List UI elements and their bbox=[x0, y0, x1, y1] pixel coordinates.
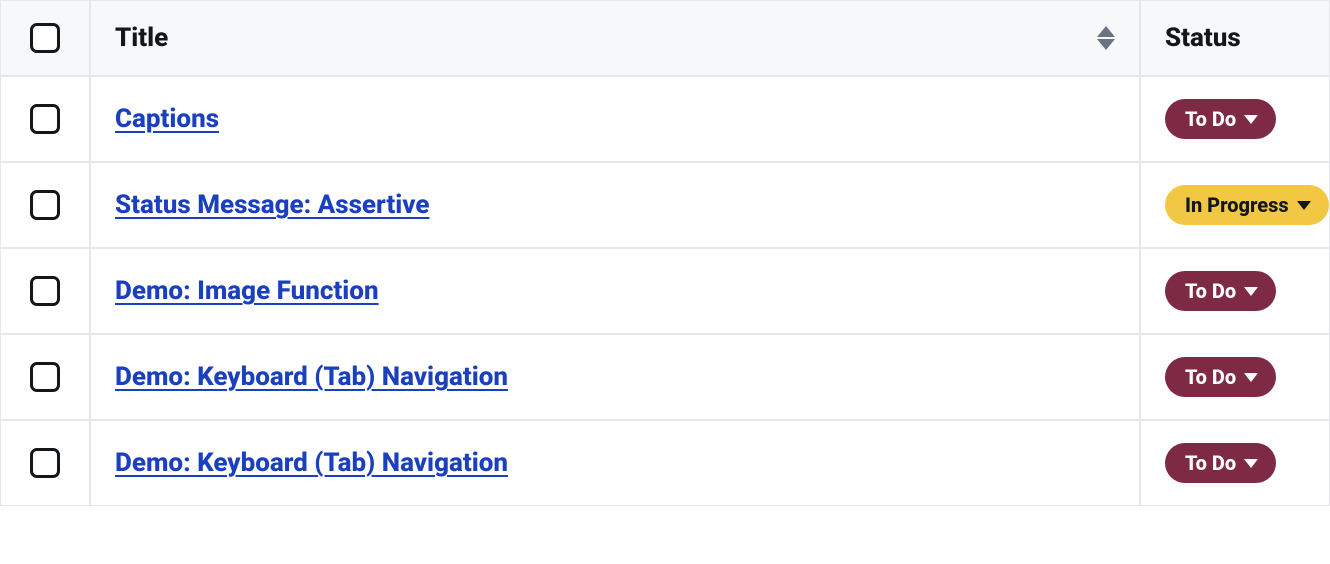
table-row: Demo: Keyboard (Tab) Navigation To Do bbox=[0, 334, 1330, 420]
row-title-link[interactable]: Demo: Keyboard (Tab) Navigation bbox=[115, 448, 508, 478]
table-row: Captions To Do bbox=[0, 76, 1330, 162]
row-title-link[interactable]: Demo: Image Function bbox=[115, 276, 379, 306]
row-checkbox[interactable] bbox=[30, 276, 60, 306]
header-status-label: Status bbox=[1165, 23, 1241, 53]
status-pill[interactable]: To Do bbox=[1165, 99, 1276, 139]
row-title-link[interactable]: Demo: Keyboard (Tab) Navigation bbox=[115, 362, 508, 392]
table-body: Captions To Do Status Message: Assertive… bbox=[0, 76, 1330, 506]
row-title-cell: Captions bbox=[90, 76, 1140, 162]
row-status-cell: To Do bbox=[1140, 76, 1330, 162]
row-select-cell bbox=[0, 334, 90, 420]
status-pill-label: In Progress bbox=[1185, 193, 1289, 217]
row-title-cell: Demo: Keyboard (Tab) Navigation bbox=[90, 334, 1140, 420]
caret-down-icon bbox=[1244, 287, 1258, 296]
caret-down-icon bbox=[1297, 201, 1311, 210]
table-row: Status Message: Assertive In Progress bbox=[0, 162, 1330, 248]
row-title-cell: Status Message: Assertive bbox=[90, 162, 1140, 248]
status-pill[interactable]: To Do bbox=[1165, 271, 1276, 311]
row-title-link[interactable]: Status Message: Assertive bbox=[115, 190, 430, 220]
row-status-cell: To Do bbox=[1140, 334, 1330, 420]
sort-icon[interactable] bbox=[1097, 26, 1115, 50]
row-status-cell: To Do bbox=[1140, 248, 1330, 334]
header-title[interactable]: Title bbox=[90, 0, 1140, 76]
status-pill-label: To Do bbox=[1185, 279, 1236, 303]
caret-down-icon bbox=[1244, 459, 1258, 468]
caret-down-icon bbox=[1244, 115, 1258, 124]
row-select-cell bbox=[0, 248, 90, 334]
row-status-cell: To Do bbox=[1140, 420, 1330, 506]
sort-desc-icon bbox=[1097, 39, 1115, 50]
status-pill-label: To Do bbox=[1185, 451, 1236, 475]
header-status[interactable]: Status bbox=[1140, 0, 1330, 76]
status-pill-label: To Do bbox=[1185, 365, 1236, 389]
row-checkbox[interactable] bbox=[30, 448, 60, 478]
row-checkbox[interactable] bbox=[30, 362, 60, 392]
sort-asc-icon bbox=[1097, 26, 1115, 37]
status-pill[interactable]: To Do bbox=[1165, 357, 1276, 397]
table-header-row: Title Status bbox=[0, 0, 1330, 76]
row-select-cell bbox=[0, 420, 90, 506]
header-title-label: Title bbox=[115, 23, 168, 53]
issues-table: Title Status Captions bbox=[0, 0, 1330, 506]
row-checkbox[interactable] bbox=[30, 104, 60, 134]
row-status-cell: In Progress bbox=[1140, 162, 1330, 248]
status-pill[interactable]: To Do bbox=[1165, 443, 1276, 483]
row-checkbox[interactable] bbox=[30, 190, 60, 220]
row-title-link[interactable]: Captions bbox=[115, 104, 219, 134]
status-pill[interactable]: In Progress bbox=[1165, 185, 1329, 225]
row-select-cell bbox=[0, 162, 90, 248]
row-select-cell bbox=[0, 76, 90, 162]
table-row: Demo: Keyboard (Tab) Navigation To Do bbox=[0, 420, 1330, 506]
select-all-checkbox[interactable] bbox=[30, 23, 60, 53]
row-title-cell: Demo: Keyboard (Tab) Navigation bbox=[90, 420, 1140, 506]
caret-down-icon bbox=[1244, 373, 1258, 382]
row-title-cell: Demo: Image Function bbox=[90, 248, 1140, 334]
header-select-all bbox=[0, 0, 90, 76]
table-row: Demo: Image Function To Do bbox=[0, 248, 1330, 334]
status-pill-label: To Do bbox=[1185, 107, 1236, 131]
